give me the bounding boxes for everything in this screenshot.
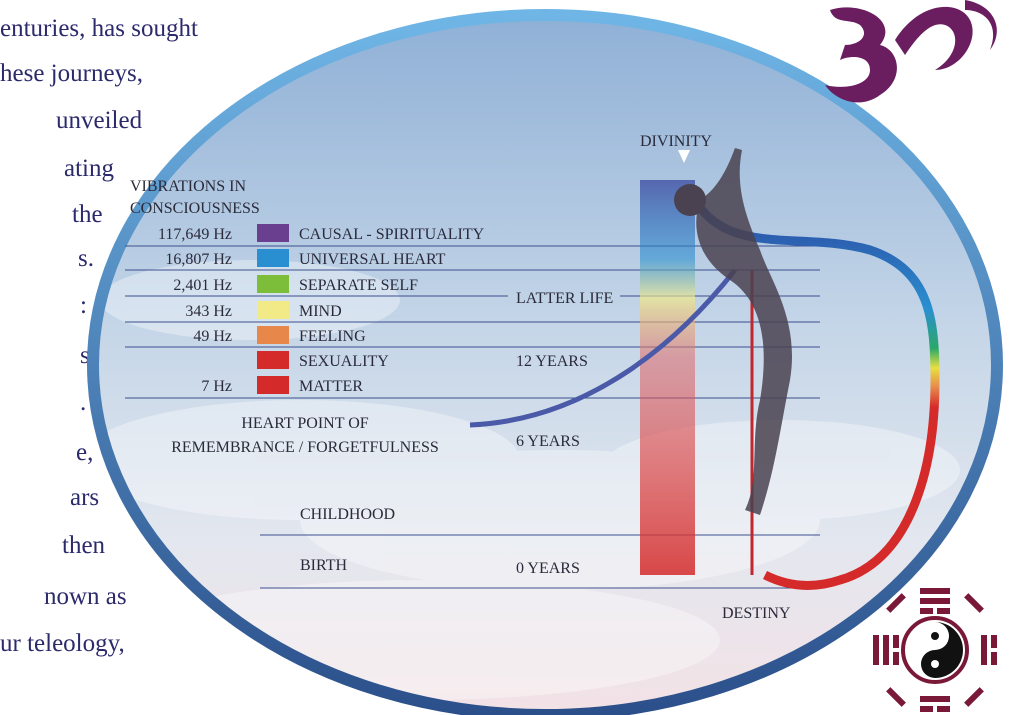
divinity-label: DIVINITY bbox=[640, 133, 712, 150]
side-text-line: enturies, has sought bbox=[0, 15, 198, 42]
level-rules bbox=[125, 245, 820, 589]
side-text: enturies, has sought hese journeys, unveil… bbox=[0, 15, 198, 657]
heart-point: HEART POINT OF bbox=[241, 415, 368, 432]
side-text-line: e, bbox=[76, 439, 93, 466]
side-text-line: ating bbox=[64, 155, 114, 182]
side-text-line: unveiled bbox=[56, 107, 143, 134]
level-swatch bbox=[257, 326, 289, 344]
side-text-line: s bbox=[80, 342, 90, 369]
heart-point: REMEMBRANCE / FORGETFULNESS bbox=[171, 439, 439, 456]
heading: VIBRATIONS IN bbox=[130, 178, 246, 195]
level-swatch bbox=[257, 351, 289, 369]
destiny-label: DESTINY bbox=[722, 605, 791, 622]
figure bbox=[696, 148, 793, 515]
age-label: 6 YEARS bbox=[516, 433, 580, 450]
frequency: 7 Hz bbox=[201, 378, 232, 395]
frequency: 343 Hz bbox=[185, 303, 232, 320]
heart-curve bbox=[469, 268, 737, 428]
level-label: MIND bbox=[299, 303, 342, 320]
frequency: 49 Hz bbox=[193, 328, 232, 345]
side-text-line: hese journeys, bbox=[0, 60, 143, 87]
oval-rim bbox=[87, 9, 1003, 715]
figure-head bbox=[674, 184, 706, 216]
energy-column bbox=[640, 180, 695, 575]
level-label: CAUSAL - SPIRITUALITY bbox=[299, 226, 485, 243]
side-text-line: . bbox=[80, 389, 86, 416]
level-label: FEELING bbox=[299, 328, 366, 345]
om-symbol bbox=[825, 0, 997, 103]
level-label: SEPARATE SELF bbox=[299, 277, 418, 294]
side-text-line: ars bbox=[70, 484, 99, 511]
heading: CONSCIOUSNESS bbox=[130, 200, 260, 217]
frequency: 2,401 Hz bbox=[173, 277, 232, 294]
level-label: UNIVERSAL HEART bbox=[299, 251, 446, 268]
level-swatch bbox=[257, 224, 289, 242]
level-label: MATTER bbox=[299, 378, 363, 395]
sky-oval bbox=[93, 15, 997, 715]
frequency: 117,649 Hz bbox=[158, 226, 232, 243]
divinity-arrow bbox=[678, 150, 690, 163]
frequency: 16,807 Hz bbox=[165, 251, 232, 268]
side-text-line: then bbox=[62, 532, 106, 559]
bagua-symbol bbox=[873, 588, 997, 712]
age-label: 0 YEARS bbox=[516, 560, 580, 577]
level-swatch bbox=[257, 275, 289, 293]
stage-label: BIRTH bbox=[300, 557, 347, 574]
side-text-line: nown as bbox=[44, 583, 127, 610]
level-swatch bbox=[257, 249, 289, 267]
side-text-line: s. bbox=[78, 245, 94, 272]
age-label: 12 YEARS bbox=[516, 353, 588, 370]
side-text-line: the bbox=[72, 201, 103, 228]
level-swatch bbox=[257, 376, 289, 394]
side-text-line: : bbox=[80, 292, 87, 319]
level-label: SEXUALITY bbox=[299, 353, 389, 370]
side-text-line: ur teleology, bbox=[0, 630, 125, 657]
stage-label: CHILDHOOD bbox=[300, 506, 395, 523]
level-swatch bbox=[257, 301, 289, 319]
destiny-arc bbox=[685, 188, 940, 590]
age-label: LATTER LIFE bbox=[516, 290, 613, 307]
